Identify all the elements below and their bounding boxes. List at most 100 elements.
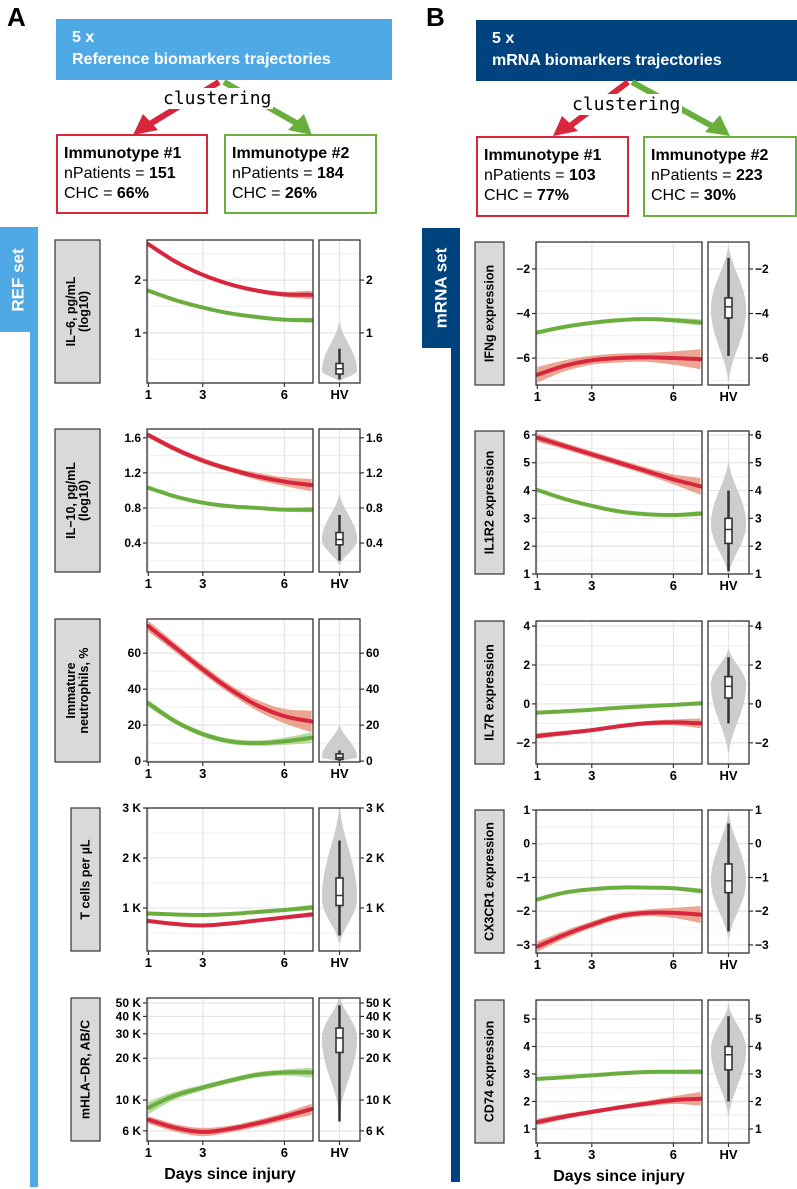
trajectory-line-immunotype-2: [147, 905, 313, 917]
x-tick-label: 1: [145, 955, 152, 970]
plot-frame: [535, 809, 703, 954]
y-tick-label-right: 1: [755, 567, 762, 581]
hv-box: [335, 531, 344, 546]
y-tick-label: 30 K: [116, 1027, 142, 1041]
hv-frame: [707, 809, 750, 954]
ci-ribbon-immunotype-2: [148, 1067, 312, 1115]
strip-label-box: [70, 807, 101, 952]
y-tick-label-right: 3: [755, 1067, 762, 1081]
y-tick-label: 0: [523, 837, 530, 851]
hv-box: [335, 1027, 344, 1054]
npatients-label: nPatients =: [232, 165, 317, 182]
series-layer: [147, 904, 313, 928]
y-tick-label: 1.6: [124, 431, 141, 445]
x-tick-label: 1: [534, 768, 541, 783]
y-tick-label: 2: [523, 1094, 530, 1108]
hv-violin-layer: [710, 246, 747, 381]
series-layer: [536, 885, 702, 952]
y-tick-label-right: 5: [755, 1012, 762, 1026]
x-tick-label: 1: [534, 1147, 541, 1162]
y-tick-label-right: 60: [366, 646, 380, 660]
hv-frame: [707, 241, 750, 386]
y-tick-label-right: 20: [366, 718, 380, 732]
x-tick-label: 6: [670, 957, 677, 972]
strip-label-text: IL−6, pg/mL: [64, 276, 78, 346]
x-tick-label: 3: [588, 1147, 595, 1162]
clustering-label-a: clustering: [161, 88, 274, 109]
trajectory-line-immunotype-2: [536, 317, 702, 335]
plot-frame: [146, 807, 314, 952]
trajectory-line-immunotype-1: [536, 355, 702, 377]
y-tick-label: 0.4: [124, 536, 141, 550]
y-tick-label-right: 2: [755, 539, 762, 553]
trajectory-line-immunotype-1: [536, 720, 702, 738]
strip-label-box: [474, 620, 505, 765]
strip-label-text: IFNg expression: [483, 265, 497, 362]
hv-tick-label: HV: [719, 768, 737, 783]
hv-frame: [318, 428, 361, 573]
hv-violin: [321, 725, 358, 762]
title-line-2: mRNA biomarkers trajectories: [492, 52, 722, 69]
trajectory-line-immunotype-1: [147, 624, 313, 724]
strip-label-text: (log10): [77, 291, 91, 332]
hv-violin-layer: [321, 725, 358, 762]
ref-set-tab: REF set: [0, 227, 38, 332]
x-tick-label: 3: [199, 387, 206, 402]
hv-box: [724, 863, 733, 894]
hv-violin-group: [321, 322, 358, 382]
hv-tick-label: HV: [330, 766, 348, 781]
y-tick-label-right: −4: [755, 307, 769, 321]
hv-violin-group: [710, 649, 747, 753]
trajectory-line-immunotype-1: [536, 910, 702, 949]
hv-violin-group: [321, 494, 358, 565]
biomarker-panel: Immature neutrophils, % 0 0 20 20 40 40 60 60 1 3 6 H…: [54, 618, 380, 781]
hv-violin-layer: [710, 462, 747, 574]
trajectory-line-immunotype-1: [147, 433, 313, 488]
panel-letter-b: B: [426, 2, 445, 32]
y-tick-label: 5: [523, 456, 530, 470]
series-layer: [536, 433, 702, 517]
npatients-label: nPatients =: [64, 165, 149, 182]
hv-frame: [707, 430, 750, 575]
y-tick-label-right: 0.8: [366, 501, 383, 515]
hv-tick-label: HV: [719, 957, 737, 972]
y-tick-label: 3 K: [122, 801, 141, 815]
hv-tick-label: HV: [330, 955, 348, 970]
x-tick-label: 6: [670, 1147, 677, 1162]
npatients-value: 184: [316, 165, 344, 182]
title-line-1: 5 x: [72, 29, 95, 46]
y-tick-label-right: 2 K: [366, 851, 385, 865]
hv-box: [724, 675, 733, 699]
mrna-set-tab: mRNA set: [422, 228, 460, 348]
strip-label-text: Immature: [64, 662, 78, 718]
biomarker-panel: IL7R expression −2 −2 0 0 2 2 4 4 1 3 6 HV: [474, 619, 769, 783]
npatients-value: 223: [735, 167, 763, 184]
hv-frame: [318, 618, 361, 763]
x-tick-label: 1: [534, 389, 541, 404]
y-tick-label-right: 1.2: [366, 466, 383, 480]
y-tick-label-right: 10 K: [366, 1093, 392, 1107]
trajectory-line-immunotype-2: [536, 1069, 702, 1081]
y-tick-label: 1: [523, 1122, 530, 1136]
hv-box: [724, 1045, 733, 1071]
x-tick-label: 3: [588, 578, 595, 593]
y-tick-label-right: −6: [755, 351, 769, 365]
reference-biomarkers-title-box: 5 x Reference biomarkers trajectories: [56, 19, 392, 80]
y-tick-label: 1: [134, 326, 141, 340]
y-tick-label: 2: [523, 539, 530, 553]
x-tick-label: 3: [588, 768, 595, 783]
mrna-set-bar: [451, 346, 460, 1182]
y-tick-label: 4: [523, 1039, 530, 1053]
x-tick-label: 1: [534, 578, 541, 593]
y-tick-label: 40: [128, 682, 142, 696]
hv-violin-group: [710, 246, 747, 381]
plot-frame: [146, 997, 314, 1142]
biomarker-panel: CX3CR1 expression −3 −3 −2 −2 −1 −1 0 0 1 1 1 3 6 HV: [474, 803, 769, 972]
hv-box: [335, 877, 344, 907]
y-tick-label-right: 20 K: [366, 1051, 392, 1065]
y-tick-label-right: 1 K: [366, 901, 385, 915]
strip-label-box: [474, 999, 505, 1144]
y-tick-label: 4: [523, 484, 530, 498]
